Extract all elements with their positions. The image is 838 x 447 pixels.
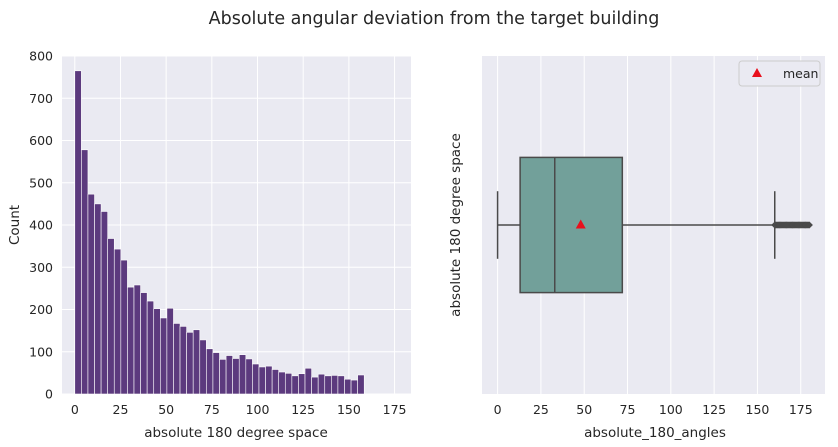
histogram-bar (238, 354, 247, 395)
histogram-y-label: Count (7, 205, 23, 245)
histogram-bar (350, 379, 358, 395)
histogram-bar (179, 326, 187, 395)
histogram-bar (133, 284, 141, 395)
boxplot-x-tick-label: 50 (576, 402, 592, 417)
histogram-bar (317, 373, 326, 395)
histogram-x-tick-label: 25 (113, 402, 129, 417)
histogram-bar (291, 375, 299, 395)
histogram-bar (271, 369, 280, 395)
histogram-y-tick-label: 100 (29, 344, 53, 359)
histogram-bar (146, 300, 155, 395)
boxplot-chart: 0 25 50 75 100 125 150 175 absolute_180_angles … (448, 56, 825, 441)
histogram-bar (160, 317, 168, 395)
histogram-bar (258, 366, 266, 395)
boxplot-box (519, 156, 624, 294)
histogram-bar (186, 332, 194, 395)
boxplot-y-label: absolute 180 degree space (448, 133, 464, 317)
histogram-bar (206, 348, 214, 395)
histogram-bar (252, 363, 260, 395)
histogram-x-label: absolute 180 degree space (144, 425, 328, 441)
boxplot-x-tick-label: 125 (702, 402, 726, 417)
histogram-bar (298, 373, 306, 395)
histogram-x-ticks: 0 25 50 75 100 125 150 175 (71, 402, 407, 417)
histogram-bar (324, 375, 332, 395)
histogram-bar (153, 308, 161, 395)
boxplot-x-tick-label: 25 (533, 402, 549, 417)
histogram-bars (74, 70, 365, 395)
histogram-x-tick-label: 100 (246, 402, 270, 417)
histogram-bar (199, 339, 207, 395)
histogram-bar (311, 376, 319, 395)
histogram-bar (331, 375, 339, 395)
histogram-x-tick-label: 125 (291, 402, 315, 417)
histogram-bar (344, 378, 352, 395)
histogram-bar (94, 203, 102, 395)
histogram-bar (357, 374, 365, 395)
histogram-bar (100, 211, 108, 395)
histogram-chart: 0 25 50 75 100 125 150 175 0 100 200 300 400 500 600 7… (7, 49, 411, 441)
boxplot-x-tick-label: 100 (659, 402, 683, 417)
histogram-y-tick-label: 800 (29, 49, 53, 64)
boxplot-x-tick-label: 0 (494, 402, 502, 417)
histogram-bar (81, 149, 89, 395)
histogram-bar (74, 70, 82, 395)
histogram-bar (120, 259, 128, 395)
histogram-bar (166, 307, 174, 395)
histogram-y-tick-label: 600 (29, 133, 53, 148)
histogram-bar (304, 367, 312, 395)
histogram-bar (225, 355, 233, 395)
histogram-bar (245, 358, 253, 395)
histogram-y-tick-label: 300 (29, 260, 53, 275)
histogram-bar (337, 375, 345, 395)
histogram-bar (127, 286, 135, 395)
histogram-bar (212, 352, 220, 395)
histogram-x-tick-label: 150 (337, 402, 361, 417)
boxplot-x-tick-label: 75 (620, 402, 636, 417)
histogram-x-tick-label: 75 (204, 402, 220, 417)
histogram-bar (232, 358, 240, 395)
histogram-bar (107, 238, 115, 395)
legend-frame (738, 60, 821, 87)
histogram-x-tick-label: 175 (383, 402, 407, 417)
histogram-bar (278, 371, 286, 395)
histogram-bar (140, 292, 148, 395)
boxplot-x-tick-label: 175 (789, 402, 813, 417)
histogram-y-tick-label: 700 (29, 91, 53, 106)
boxplot-legend: mean (738, 60, 821, 87)
boxplot-elements (496, 156, 813, 294)
histogram-bar (284, 372, 293, 395)
boxplot-x-tick-label: 150 (746, 402, 770, 417)
boxplot-mean-marker (575, 219, 586, 229)
histogram-bar (192, 329, 201, 395)
boxplot-outlier-point (805, 221, 813, 229)
histogram-y-tick-label: 500 (29, 175, 53, 190)
legend-mean-label: mean (783, 66, 818, 81)
histogram-bar (173, 323, 181, 395)
histogram-y-tick-label: 0 (45, 387, 53, 402)
boxplot-x-label: absolute_180_angles (584, 425, 726, 441)
histogram-y-tick-label: 400 (29, 218, 53, 233)
figure-title: Absolute angular deviation from the targ… (209, 9, 660, 29)
histogram-x-tick-label: 50 (158, 402, 174, 417)
histogram-y-ticks: 0 100 200 300 400 500 600 700 800 (29, 49, 53, 402)
histogram-bar (113, 248, 122, 395)
histogram-bar (265, 365, 273, 395)
boxplot-x-ticks: 0 25 50 75 100 125 150 175 (494, 402, 813, 417)
histogram-bar (219, 359, 227, 395)
histogram-y-tick-label: 200 (29, 302, 53, 317)
legend-mean-marker-icon (752, 68, 762, 77)
histogram-x-tick-label: 0 (71, 402, 79, 417)
histogram-bar (87, 193, 95, 395)
